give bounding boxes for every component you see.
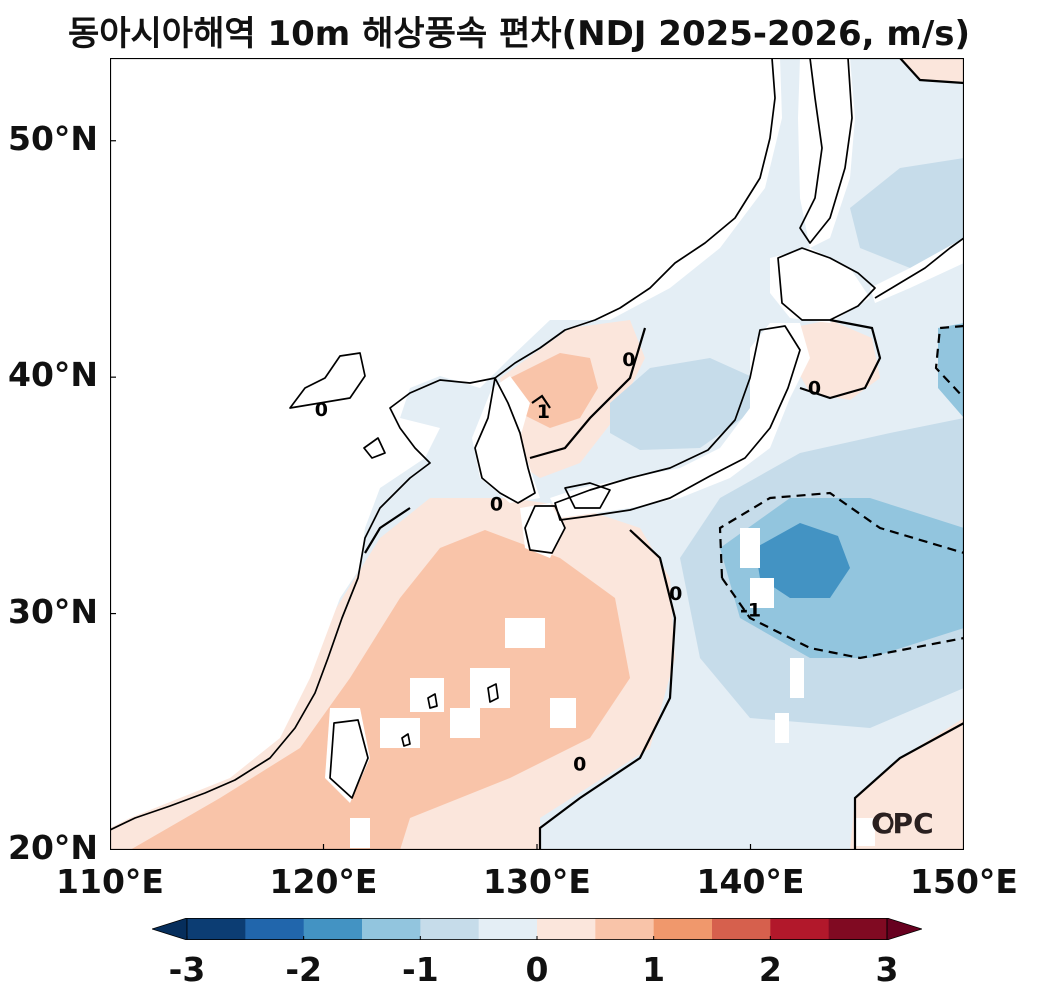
colorbar-segment [653, 918, 713, 940]
lat-tick-label: 40°N [8, 355, 99, 395]
contour-label: 0 [622, 349, 635, 371]
coastlines [110, 58, 964, 831]
lat-tick-label: 30°N [8, 591, 99, 631]
land-mask-asia [110, 58, 782, 828]
colorbar [152, 918, 922, 940]
colorbar-segment [420, 918, 480, 940]
land-mask-islands [350, 528, 875, 848]
contour-label: 0 [669, 583, 682, 605]
contour-label: 0 [315, 399, 328, 421]
contour-minus-one-east [718, 491, 964, 579]
lat-tick-label: 50°N [8, 118, 99, 158]
contour-zero-south [364, 507, 411, 554]
contour-label: 0 [490, 493, 503, 515]
contour-zero-topright [899, 58, 964, 85]
colorbar-over-triangle [886, 918, 922, 940]
contour-lines [364, 58, 964, 850]
cpc-logo-circle [872, 812, 894, 834]
contour-label: -1 [740, 600, 761, 622]
positive-anomaly-region-topright [900, 58, 964, 83]
positive-anomaly-region-korea-strong [510, 353, 598, 428]
colorbar-under-triangle [152, 918, 188, 940]
colorbar-segment [712, 918, 771, 940]
contour-zero-northeast [799, 318, 882, 400]
colorbar-tick-label: -3 [168, 950, 206, 989]
colorbar-segment [362, 918, 421, 940]
positive-anomaly-region-south-strong [130, 530, 630, 850]
colorbar-tick-label: -1 [401, 950, 439, 989]
colorbar-tick-label: 2 [758, 950, 782, 989]
negative-anomaly-region-east-core [755, 523, 850, 598]
colorbar-segment [478, 918, 538, 940]
contour-label-layer: 0 0 0 0 0 0 -1 1 [315, 349, 821, 775]
contour-zero-southeast [853, 722, 964, 850]
colorbar-tick-label: 1 [642, 950, 666, 989]
lon-tick-label: 150°E [910, 862, 1018, 901]
colorbar-segment [303, 918, 363, 940]
land-mask-sakhalin [798, 58, 855, 248]
lon-tick-label: 110°E [56, 862, 164, 901]
negative-anomaly-region-sea-of-japan [610, 358, 750, 450]
contour-one-korea [531, 394, 551, 409]
colorbar-tick-label: 3 [875, 950, 899, 989]
land-mask-japan [550, 323, 810, 518]
colorbar-segment [770, 918, 830, 940]
colorbar-segment [245, 918, 305, 940]
contour-label: 1 [537, 401, 550, 423]
contour-zero-east-china-sea [538, 529, 677, 850]
contour-label: 0 [573, 753, 586, 775]
positive-anomaly-region-southeast [850, 718, 964, 850]
wind-anomaly-map: 0 0 0 0 0 0 -1 1 CPC [110, 58, 964, 850]
land-mask-kyushu [520, 503, 565, 558]
lon-tick-label: 140°E [696, 862, 805, 901]
contour-label: 0 [808, 377, 821, 399]
colorbar-segment [187, 918, 246, 940]
colorbar-segment [828, 918, 888, 940]
colorbar-tick-label: -2 [285, 950, 322, 989]
lat-tick-label: 20°N [8, 828, 99, 867]
cpc-logo: CPC [872, 807, 934, 840]
colorbar-segment [537, 918, 596, 940]
contour-minus-one-east-lower [721, 577, 964, 660]
contour-lines-negative [718, 324, 964, 660]
colorbar-tick-label: 0 [525, 950, 549, 989]
lon-tick-label: 120°E [269, 862, 378, 901]
positive-anomaly-region-northeast [790, 320, 880, 400]
negative-anomaly-region-northeast-edge [938, 323, 964, 418]
contour-zero-korea [529, 327, 647, 460]
negative-anomaly-region-okhotsk [850, 158, 964, 268]
map-title: 동아시아해역 10m 해상풍속 편차(NDJ 2025-2026, m/s) [67, 14, 971, 54]
colorbar-segment [595, 918, 655, 940]
lon-tick-label: 130°E [483, 862, 591, 901]
